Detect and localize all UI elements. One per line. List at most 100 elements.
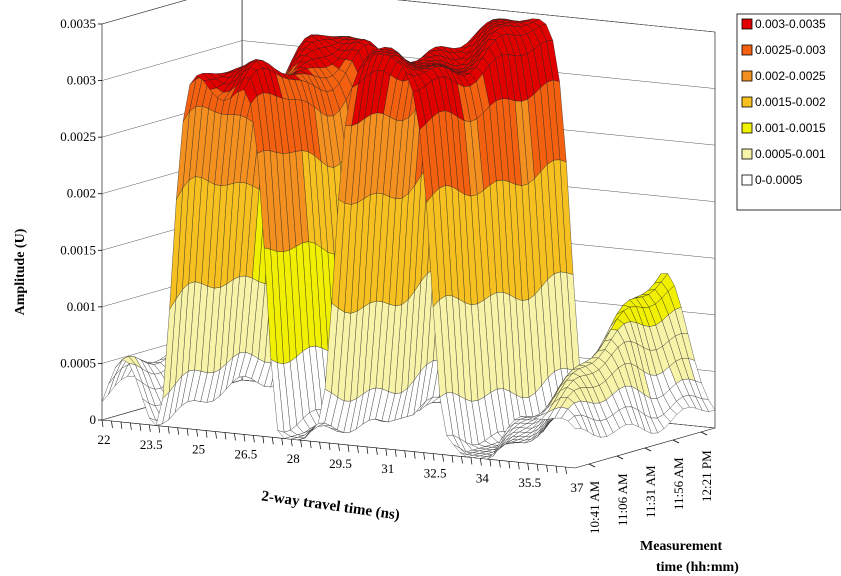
z-tick-mark: [588, 463, 596, 468]
z-tick-label: 11:31 AM: [643, 465, 658, 518]
y-tick-label: 0.001: [67, 299, 96, 314]
y-axis-title: Amplitude (U): [13, 228, 28, 315]
chart-axes: 0 0.0005 0.001 0.0015 0.002 0.0025 0.003 0.0035…: [60, 16, 714, 534]
x-minor-tick: [546, 465, 548, 473]
x-minor-tick: [536, 464, 539, 472]
x-minor-tick: [234, 433, 236, 441]
x-minor-tick: [394, 449, 397, 457]
z-tick-mark: [700, 431, 708, 436]
z-tick-mark: [644, 447, 652, 452]
surface-cell: [567, 415, 582, 429]
x-minor-tick: [498, 460, 501, 468]
x-minor-tick: [375, 447, 378, 455]
x-minor-tick: [366, 446, 369, 454]
x-minor-tick: [442, 454, 444, 462]
x-minor-tick: [565, 466, 567, 475]
z-axis-title-line-1: Measurement: [640, 539, 722, 554]
x-minor-tick: [281, 438, 284, 446]
x-minor-tick: [215, 431, 217, 439]
legend-label: 0.003-0.0035: [755, 17, 826, 31]
x-minor-tick: [309, 441, 312, 449]
x-minor-tick: [271, 437, 274, 445]
gridline: [101, 0, 716, 33]
x-minor-tick: [328, 442, 331, 451]
x-minor-tick: [111, 420, 113, 429]
legend-swatch: [741, 174, 753, 186]
surface-mesh: [101, 18, 716, 460]
x-minor-tick: [120, 421, 123, 429]
x-minor-tick: [262, 436, 265, 444]
legend-label: 0.001-0.0015: [755, 121, 826, 135]
legend-label: 0.0025-0.003: [755, 43, 826, 57]
x-minor-tick: [508, 461, 511, 469]
y-tick-label: 0.0035: [60, 16, 96, 31]
x-minor-tick: [527, 463, 530, 471]
legend-label: 0.0015-0.002: [755, 95, 826, 109]
x-tick-label: 25: [192, 442, 205, 457]
x-minor-tick: [404, 450, 407, 458]
legend-label: 0-0.0005: [755, 173, 803, 187]
x-minor-tick: [205, 430, 208, 438]
z-tick-label: 11:06 AM: [615, 473, 630, 526]
x-minor-tick: [423, 452, 425, 460]
x-minor-tick: [480, 458, 482, 466]
legend: 0.003-0.0035 0.0025-0.003 0.002-0.0025 0.00…: [736, 13, 841, 211]
x-minor-tick: [243, 434, 246, 442]
y-tick-label: 0: [90, 412, 97, 427]
z-tick-mark: [672, 439, 680, 444]
z-axis-title-line-2: time (hh:mm): [656, 560, 739, 575]
z-tick-mark: [616, 455, 624, 460]
x-minor-tick: [177, 427, 180, 435]
x-minor-tick: [139, 423, 142, 431]
x-tick-label: 37: [571, 480, 585, 495]
x-minor-tick: [148, 424, 151, 432]
x-tick-label: 35.5: [518, 475, 541, 490]
legend-swatch: [741, 70, 753, 82]
x-minor-tick: [196, 429, 198, 437]
y-tick-label: 0.0005: [60, 355, 96, 370]
z-tick-label: 12:21 PM: [699, 450, 714, 502]
z-tick-label: 10:41 AM: [587, 480, 602, 534]
x-tick-label: 28: [287, 451, 300, 466]
x-minor-tick: [385, 448, 388, 456]
legend-swatch: [741, 18, 753, 30]
x-minor-tick: [461, 456, 463, 464]
x-minor-tick: [290, 439, 293, 447]
x-minor-tick: [517, 462, 520, 470]
x-minor-tick: [451, 455, 454, 463]
z-tick-label: 11:56 AM: [671, 457, 686, 510]
legend-box: [736, 13, 841, 211]
x-minor-tick: [158, 425, 161, 433]
legend-swatch: [741, 148, 753, 160]
x-minor-tick: [186, 428, 189, 436]
x-minor-tick: [253, 435, 255, 443]
x-tick-label: 22: [98, 432, 111, 447]
y-tick-label: 0.003: [67, 73, 96, 88]
x-minor-tick: [167, 426, 170, 434]
y-tick-label: 0.0015: [60, 242, 96, 257]
x-tick-label: 29.5: [329, 456, 352, 471]
x-minor-tick: [319, 442, 321, 450]
x-minor-tick: [432, 453, 435, 461]
x-tick-label: 34: [476, 470, 490, 485]
x-minor-tick: [130, 422, 132, 430]
x-minor-tick: [470, 457, 473, 465]
x-minor-tick: [357, 445, 359, 453]
x-minor-tick: [338, 443, 340, 452]
x-minor-tick: [489, 459, 492, 467]
x-tick-label: 26.5: [235, 446, 258, 461]
legend-label: 0.0005-0.001: [755, 147, 826, 161]
legend-swatch: [741, 96, 753, 108]
x-minor-tick: [413, 451, 416, 459]
x-tick-label: 31: [381, 461, 394, 476]
legend-swatch: [741, 44, 753, 56]
x-minor-tick: [347, 444, 350, 453]
x-tick-label: 32.5: [424, 466, 447, 481]
x-minor-tick: [300, 440, 303, 448]
y-tick-label: 0.002: [67, 186, 96, 201]
x-tick-label: 23.5: [140, 437, 163, 452]
x-minor-tick: [224, 432, 227, 440]
x-minor-tick: [101, 419, 104, 428]
legend-label: 0.002-0.0025: [755, 69, 826, 83]
